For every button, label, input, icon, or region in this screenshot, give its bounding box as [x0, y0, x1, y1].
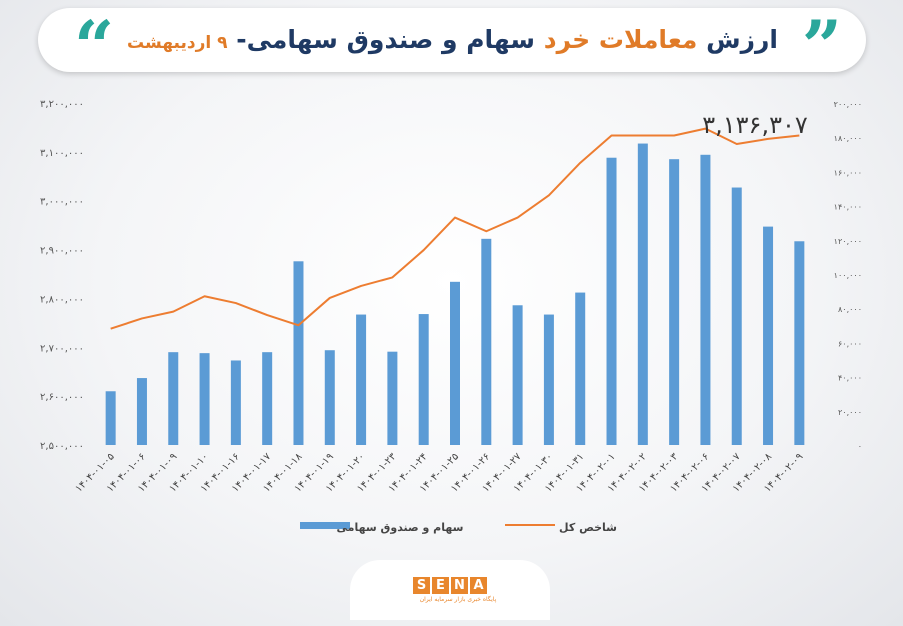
y-left-tick-label: ۳,۰۰۰,۰۰۰ — [40, 197, 84, 208]
y-right-tick-label: ۲۰۰,۰۰۰ — [834, 100, 862, 109]
quote-mark-left-icon: “ — [74, 5, 115, 88]
y-right-tick-label: ۴۰,۰۰۰ — [838, 374, 862, 383]
logo-letter: A — [470, 577, 487, 594]
bar — [418, 314, 429, 445]
y-left-tick-label: ۳,۲۰۰,۰۰۰ — [40, 99, 84, 110]
highlight-label: ۳,۱۳۶,۳۰۷ — [702, 111, 808, 139]
bar — [512, 305, 523, 445]
bar — [637, 143, 648, 445]
bar — [356, 314, 367, 445]
x-axis-labels: ۱۴۰۴-۰۱-۰۵۱۴۰۴-۰۱-۰۶۱۴۰۴-۰۱-۰۹۱۴۰۴-۰۱-۱۰… — [74, 451, 806, 495]
bar — [230, 360, 241, 445]
y-right-tick-label: ۱۴۰,۰۰۰ — [834, 203, 862, 212]
legend-line-label: شاخص کل — [559, 521, 617, 534]
sena-logo-letters: S E N A — [413, 577, 503, 594]
index-line — [110, 127, 800, 330]
title-part-3: سهام و صندوق سهامی- — [236, 25, 536, 54]
bar — [105, 391, 116, 445]
bar — [763, 226, 774, 445]
y-right-tick-label: ۲۰,۰۰۰ — [838, 408, 862, 417]
y-right-tick-label: ۰ — [858, 442, 862, 451]
y-left-tick-label: ۲,۸۰۰,۰۰۰ — [40, 294, 84, 305]
line-series — [110, 127, 800, 330]
logo-subtitle: پایگاه خبری بازار سرمایه ایران — [419, 596, 497, 603]
title-part-1: ارزش — [706, 25, 778, 54]
right-axis: ۰ ۲۰,۰۰۰ ۴۰,۰۰۰ ۶۰,۰۰۰ ۸۰,۰۰۰ ۱۰۰,۰۰۰ ۱۲۰,۰۰۰ ۱… — [834, 100, 862, 451]
left-axis: ۲,۵۰۰,۰۰۰ ۲,۶۰۰,۰۰۰ ۲,۷۰۰,۰۰۰ ۲,۸۰۰,۰۰۰ ۲,۹۰… — [40, 99, 84, 452]
legend-bar-swatch — [300, 522, 350, 529]
y-left-tick-label: ۲,۹۰۰,۰۰۰ — [40, 246, 84, 257]
legend: سهام و صندوق سهامی شاخص کل — [300, 521, 617, 534]
bar — [324, 350, 335, 445]
y-right-tick-label: ۱۶۰,۰۰۰ — [834, 168, 862, 177]
bar — [794, 241, 805, 445]
sena-logo: S E N A پایگاه خبری بازار سرمایه ایران — [413, 577, 503, 603]
logo-letter: N — [451, 577, 468, 594]
bar — [543, 314, 554, 445]
bar — [606, 157, 617, 445]
bar — [481, 238, 492, 445]
bar — [575, 292, 586, 445]
logo-letter: E — [432, 577, 449, 594]
title-part-2: معاملات خرد — [543, 25, 698, 54]
quote-mark-right-icon: ” — [801, 5, 842, 88]
y-left-tick-label: ۲,۵۰۰,۰۰۰ — [40, 441, 84, 452]
y-right-tick-label: ۱۰۰,۰۰۰ — [834, 271, 862, 280]
chart-title: ارزش معاملات خرد سهام و صندوق سهامی- ۹ ا… — [127, 24, 778, 59]
bar — [731, 187, 742, 445]
y-left-tick-label: ۲,۷۰۰,۰۰۰ — [40, 343, 84, 354]
title-part-4: ۹ اردیبهشت — [127, 33, 228, 53]
bar — [387, 351, 398, 445]
bar — [262, 352, 273, 445]
bar-series — [105, 143, 805, 445]
bar — [136, 378, 147, 445]
bar — [700, 154, 711, 445]
y-right-tick-label: ۱۲۰,۰۰۰ — [834, 237, 862, 246]
bar — [168, 352, 179, 445]
y-left-tick-label: ۳,۱۰۰,۰۰۰ — [40, 148, 84, 159]
bar — [669, 159, 680, 445]
bar — [450, 281, 460, 445]
title-bar: ” ارزش معاملات خرد سهام و صندوق سهامی- ۹… — [38, 8, 866, 82]
y-right-tick-label: ۱۸۰,۰۰۰ — [834, 134, 862, 143]
footer-tab — [350, 560, 550, 620]
y-right-tick-label: ۸۰,۰۰۰ — [838, 305, 862, 314]
y-left-tick-label: ۲,۶۰۰,۰۰۰ — [40, 392, 84, 403]
bar — [199, 353, 210, 445]
logo-letter: S — [413, 577, 430, 594]
y-right-tick-label: ۶۰,۰۰۰ — [838, 339, 862, 348]
legend-bar-label: سهام و صندوق سهامی — [337, 521, 464, 534]
bar — [293, 261, 304, 445]
